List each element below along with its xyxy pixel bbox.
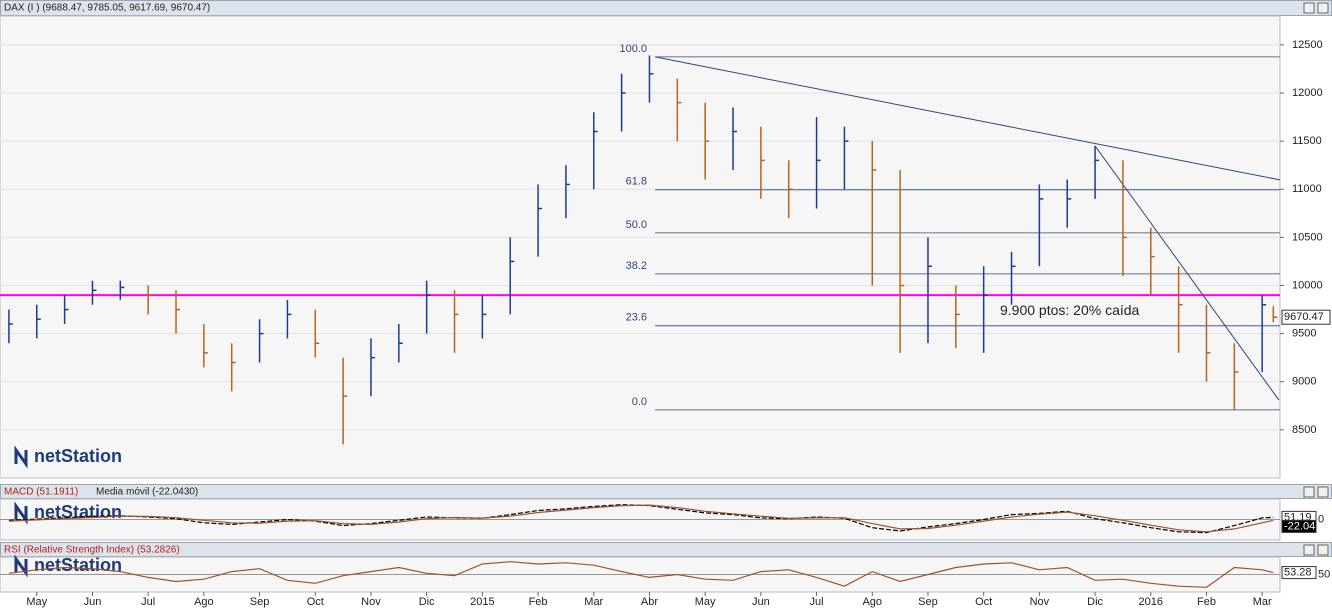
logo-icon (14, 554, 28, 578)
logo: netStation (34, 446, 122, 466)
x-tick-label: Jul (810, 596, 824, 608)
x-tick-label: Dic (1087, 596, 1103, 608)
y-tick-label: 50 (1318, 568, 1330, 580)
fib-label: 23.6 (626, 312, 647, 324)
trendline (1094, 145, 1280, 401)
x-tick-label: Ago (194, 596, 214, 608)
macd-title: MACD (51.1911) (4, 487, 78, 498)
x-tick-label: Jun (752, 596, 770, 608)
y-tick-label: 11500 (1292, 135, 1322, 147)
fib-label: 100.0 (620, 43, 648, 55)
price-plot (0, 15, 1281, 479)
macd-header (0, 484, 1332, 499)
chart-title: DAX (I ) (9688.47, 9785.05, 9617.69, 967… (4, 3, 210, 14)
logo-icon (14, 445, 28, 469)
last-value-label: 9670.47 (1284, 311, 1324, 323)
last-value-label: 53.28 (1284, 566, 1312, 578)
x-tick-label: Ago (862, 596, 882, 608)
x-tick-label: Mar (1253, 596, 1272, 608)
annotation: 9.900 ptos: 20% caída (1000, 302, 1140, 318)
x-tick-label: Oct (975, 596, 992, 608)
x-tick-label: Feb (1197, 596, 1216, 608)
x-tick-label: 2015 (470, 596, 494, 608)
button[interactable] (1303, 544, 1315, 556)
button[interactable] (1317, 544, 1329, 556)
x-tick-label: Mar (584, 596, 603, 608)
x-tick-label: Abr (641, 596, 658, 608)
x-tick-label: Oct (307, 596, 324, 608)
fib-label: 50.0 (626, 219, 647, 231)
fib-label: 61.8 (626, 176, 647, 188)
button[interactable] (1303, 2, 1315, 14)
last-value-box (1281, 519, 1317, 533)
x-tick-label: Jun (84, 596, 102, 608)
x-tick-label: Feb (529, 596, 548, 608)
x-tick-label: Nov (1030, 596, 1050, 608)
macd-subtitle: Media móvil (-22.0430) (96, 487, 198, 498)
rsi-title: RSI (Relative Strength Index) (53.2826) (4, 545, 180, 556)
logo: netStation (34, 555, 122, 575)
fib-label: 0.0 (632, 396, 647, 408)
trendline (654, 56, 1281, 181)
x-tick-label: Jul (141, 596, 155, 608)
y-tick-label: 10000 (1292, 279, 1323, 291)
last-value-label: -22.04 (1284, 520, 1315, 532)
x-tick-label: 2016 (1139, 596, 1163, 608)
series-line (8, 561, 1274, 588)
y-tick-label: 0 (1318, 513, 1324, 525)
fib-label: 38.2 (626, 260, 647, 272)
rsi-header (0, 542, 1332, 557)
button[interactable] (1303, 486, 1315, 498)
button[interactable] (1317, 486, 1329, 498)
y-tick-label: 9000 (1292, 376, 1316, 388)
x-tick-label: Nov (361, 596, 381, 608)
x-tick-label: Sep (918, 596, 938, 608)
y-tick-label: 12000 (1292, 87, 1323, 99)
y-tick-label: 10500 (1292, 231, 1323, 243)
last-value-box (1281, 566, 1317, 580)
x-tick-label: Dic (419, 596, 435, 608)
y-tick-label: 9500 (1292, 328, 1316, 340)
y-tick-label: 12500 (1292, 39, 1323, 51)
x-tick-label: May (695, 596, 716, 608)
logo-icon (14, 501, 28, 525)
window-buttons[interactable] (1303, 2, 1329, 556)
y-tick-label: 11000 (1292, 183, 1322, 195)
series-line (8, 504, 1274, 533)
last-value-box (1281, 309, 1331, 325)
x-tick-label: May (26, 596, 47, 608)
y-tick-label: 8500 (1292, 424, 1316, 436)
button[interactable] (1317, 2, 1329, 14)
x-tick-label: Sep (250, 596, 270, 608)
